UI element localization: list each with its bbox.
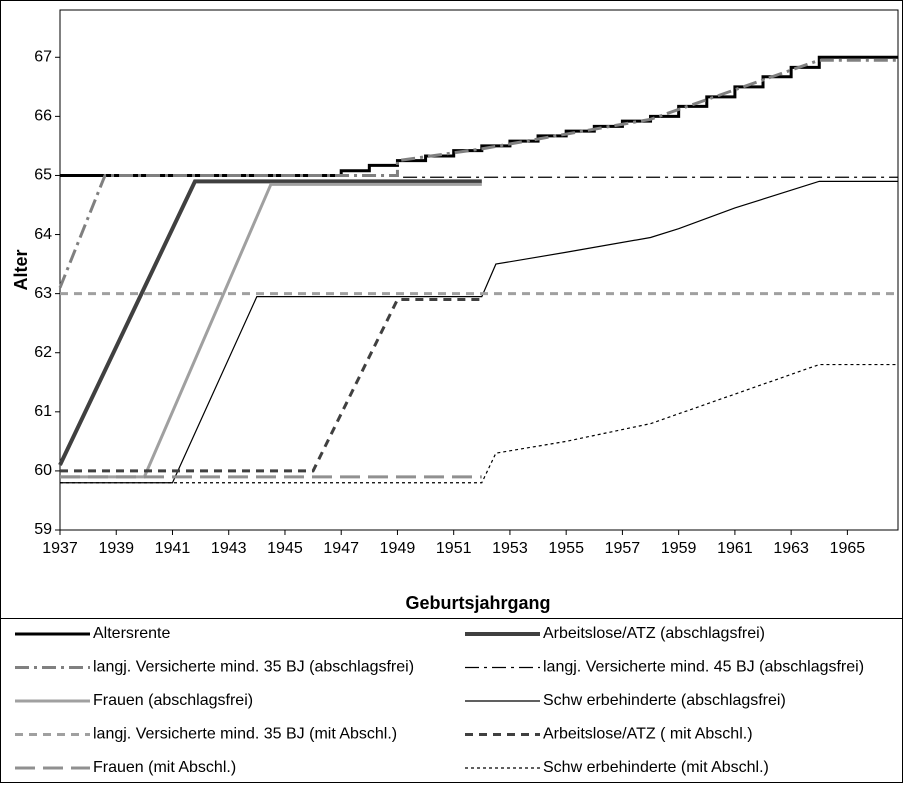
series-line xyxy=(60,298,482,473)
x-tick-label: 1963 xyxy=(773,540,809,557)
x-tick-label: 1937 xyxy=(42,540,78,557)
x-tick-label: 1955 xyxy=(548,540,584,557)
x-tick-label: 1951 xyxy=(436,540,472,557)
x-tick-label: 1943 xyxy=(211,540,247,557)
x-axis-label: Geburtsjahrgang xyxy=(405,593,550,613)
series-line xyxy=(58,58,898,289)
y-tick-label: 65 xyxy=(34,167,52,184)
legend-label: Altersrente xyxy=(93,625,170,642)
x-tick-label: 1961 xyxy=(717,540,753,557)
legend-label: Arbeitslose/ATZ (abschlagsfrei) xyxy=(543,625,765,642)
x-tick-label: 1941 xyxy=(155,540,191,557)
y-tick-label: 64 xyxy=(34,226,52,243)
x-tick-label: 1965 xyxy=(830,540,866,557)
series-line xyxy=(58,179,482,466)
y-tick-label: 67 xyxy=(34,48,52,65)
series-line xyxy=(60,180,898,484)
y-tick-label: 61 xyxy=(34,403,52,420)
series-line xyxy=(60,363,898,484)
legend-label: Arbeitslose/ATZ ( mit Abschl.) xyxy=(543,726,753,743)
legend-label: Frauen (mit Abschl.) xyxy=(93,759,236,776)
legend-label: langj. Versicherte mind. 35 BJ (mit Absc… xyxy=(93,726,397,743)
x-tick-label: 1947 xyxy=(323,540,359,557)
legend-label: Frauen (abschlagsfrei) xyxy=(93,692,253,709)
y-tick-label: 63 xyxy=(34,285,52,302)
legend-label: Schw erbehinderte (abschlagsfrei) xyxy=(543,692,786,709)
x-tick-label: 1953 xyxy=(492,540,528,557)
legend-label: Schw erbehinderte (mit Abschl.) xyxy=(543,759,769,776)
y-tick-label: 62 xyxy=(34,344,52,361)
legend-label: langj. Versicherte mind. 35 BJ (abschlag… xyxy=(93,659,414,676)
y-axis-label: Alter xyxy=(11,249,31,290)
x-tick-label: 1949 xyxy=(380,540,416,557)
y-tick-label: 60 xyxy=(34,462,52,479)
x-tick-label: 1959 xyxy=(661,540,697,557)
plot-area xyxy=(59,9,899,531)
x-tick-label: 1939 xyxy=(98,540,134,557)
x-tick-label: 1957 xyxy=(605,540,641,557)
x-tick-label: 1945 xyxy=(267,540,303,557)
y-tick-label: 59 xyxy=(34,521,52,538)
y-tick-label: 66 xyxy=(34,108,52,125)
legend-label: langj. Versicherte mind. 45 BJ (abschlag… xyxy=(543,659,864,676)
